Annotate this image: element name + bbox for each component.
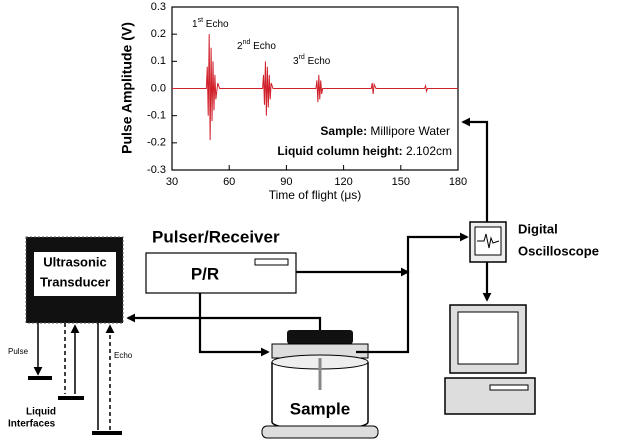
drive-slot bbox=[489, 384, 529, 391]
waveform bbox=[172, 34, 458, 141]
chart: Time of flight (μs) Pulse Amplitude (V) … bbox=[119, 1, 467, 202]
y-tick-label: 0.3 bbox=[151, 1, 166, 13]
transducer-label-box bbox=[34, 252, 116, 296]
arrow bbox=[356, 232, 469, 354]
x-tick-label: 90 bbox=[280, 176, 292, 188]
annotation-part: nd bbox=[243, 39, 251, 46]
annotation-part: Echo bbox=[203, 19, 229, 30]
annotation-part: 3 bbox=[293, 56, 299, 67]
y-tick-label: -0.2 bbox=[147, 137, 166, 149]
echo-label: Echo bbox=[114, 351, 133, 360]
annotation-part: Echo bbox=[250, 41, 276, 52]
echo-annotation: 3rd Echo bbox=[293, 54, 331, 67]
annotation-part: 1 bbox=[192, 19, 198, 30]
echo-annotation: 1st Echo bbox=[192, 17, 229, 30]
height-value: 2.102cm bbox=[403, 144, 452, 158]
pulser-slot bbox=[254, 258, 289, 266]
y-tick-label: 0.1 bbox=[151, 55, 166, 67]
oscilloscope-label: Digital bbox=[518, 221, 558, 236]
annotation-part: 2 bbox=[237, 41, 243, 52]
cell-base bbox=[261, 425, 379, 439]
transducer-label: Transducer bbox=[40, 274, 110, 289]
height-label: Liquid column height: bbox=[277, 144, 402, 158]
arrow bbox=[126, 313, 322, 330]
pulse-label: Pulse bbox=[8, 347, 29, 356]
pulser-box-label: P/R bbox=[191, 264, 219, 283]
x-axis-label: Time of flight (μs) bbox=[269, 188, 361, 202]
annotation-part: st bbox=[198, 17, 204, 24]
y-tick-label: 0.2 bbox=[151, 28, 166, 40]
y-tick-label: -0.1 bbox=[147, 110, 166, 122]
annotation-part: Echo bbox=[305, 56, 331, 67]
y-tick-label: 0.0 bbox=[151, 82, 166, 94]
arrow bbox=[198, 293, 270, 357]
interfaces-label: Interfaces bbox=[8, 419, 56, 430]
echo-annotation: 2nd Echo bbox=[237, 39, 276, 52]
y-tick-label: -0.3 bbox=[147, 164, 166, 176]
y-axis-label: Pulse Amplitude (V) bbox=[119, 22, 135, 154]
pulser-title: Pulser/Receiver bbox=[152, 227, 280, 246]
sample-label: Sample: bbox=[320, 124, 367, 138]
x-tick-label: 60 bbox=[223, 176, 235, 188]
oscilloscope-label: Oscilloscope bbox=[518, 243, 599, 258]
x-tick-label: 180 bbox=[449, 176, 467, 188]
arrow bbox=[461, 117, 489, 222]
interfaces-label: Liquid bbox=[26, 407, 56, 418]
height-note: Liquid column height: 2.102cm bbox=[277, 144, 452, 158]
sample-label: Sample bbox=[290, 399, 350, 418]
transducer-label: Ultrasonic bbox=[43, 254, 107, 269]
x-tick-label: 120 bbox=[334, 176, 352, 188]
monitor-screen bbox=[457, 311, 519, 365]
sample-value: Millipore Water bbox=[367, 124, 450, 138]
x-tick-label: 150 bbox=[392, 176, 410, 188]
x-tick-label: 30 bbox=[166, 176, 178, 188]
sample-note: Sample: Millipore Water bbox=[320, 124, 450, 138]
computer-base bbox=[444, 377, 536, 415]
cell-cap bbox=[287, 330, 353, 344]
oscilloscope-wave bbox=[477, 233, 500, 249]
annotation-part: rd bbox=[299, 54, 305, 61]
